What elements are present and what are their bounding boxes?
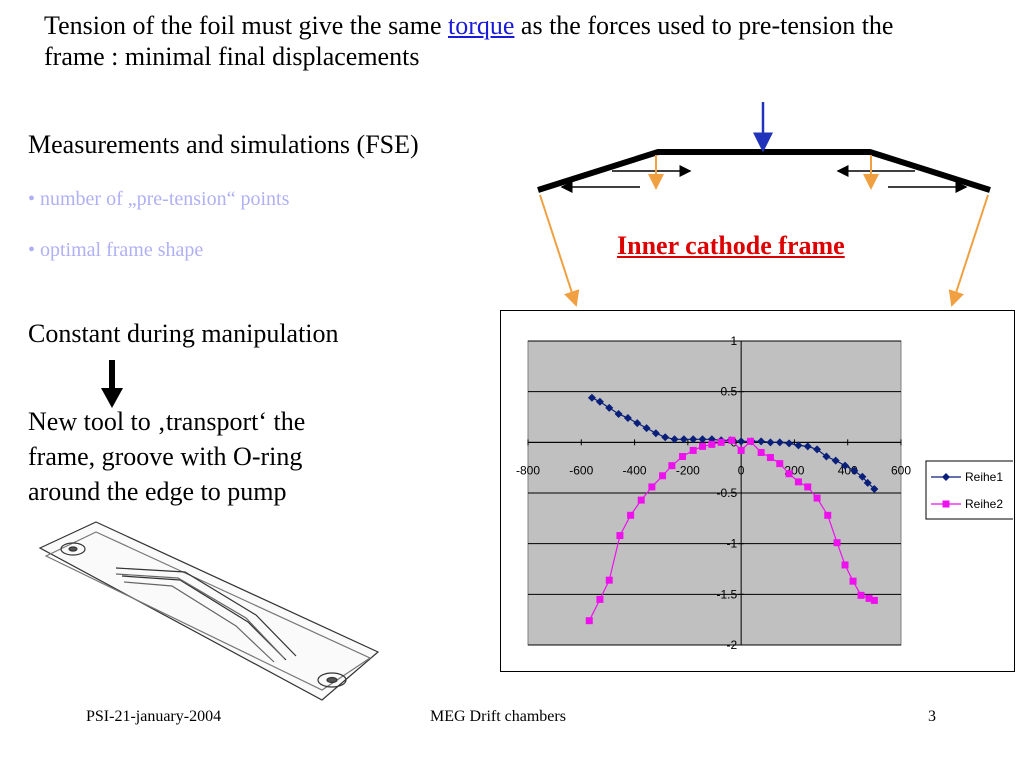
data-point (661, 433, 670, 442)
slide-title: Tension of the foil must give the same t… (44, 10, 944, 72)
data-point (596, 595, 604, 603)
y-tick-label: -1.5 (716, 587, 737, 601)
data-point (651, 429, 660, 438)
data-point (865, 594, 873, 602)
y-tick-label: 1 (730, 334, 737, 348)
data-point (587, 393, 596, 402)
title-text-after: as the forces used to pre-tension the fr… (44, 11, 894, 71)
data-point (605, 403, 614, 412)
data-point (605, 576, 613, 584)
torque-link[interactable]: torque (448, 11, 515, 40)
legend-label: Reihe1 (965, 470, 1003, 484)
data-point (824, 511, 832, 519)
data-point (841, 561, 849, 569)
data-point (642, 424, 651, 433)
data-point (698, 435, 707, 444)
inner-cathode-frame-label: Inner cathode frame (617, 231, 845, 260)
orange-arrow-right-icon (948, 194, 989, 307)
data-point (776, 460, 784, 468)
x-tick-label: 600 (891, 463, 911, 477)
data-point (699, 442, 707, 450)
data-point (831, 456, 840, 465)
data-point (863, 478, 872, 487)
data-point (804, 483, 812, 491)
footer-date: PSI-21-january-2004 (86, 708, 222, 725)
data-point (614, 409, 623, 418)
transport-tool-sketch (38, 521, 380, 701)
data-point (794, 478, 802, 486)
data-point (659, 472, 667, 480)
new-tool-text: New tool to ‚transport‘ the frame, groov… (28, 407, 306, 506)
orange-arrow-left-icon (539, 194, 580, 307)
data-point (679, 435, 688, 444)
y-tick-label: -2 (726, 638, 737, 652)
data-point (833, 539, 841, 547)
data-point (870, 596, 878, 604)
y-tick-label: -1 (726, 537, 737, 551)
down-arrow-icon (101, 360, 123, 408)
bullet-frame-shape: • optimal frame shape (28, 239, 204, 261)
data-point (870, 484, 879, 493)
x-tick-label: -600 (569, 463, 593, 477)
data-point (841, 461, 850, 470)
constant-text: Constant during manipulation (28, 319, 339, 348)
data-point (737, 446, 745, 454)
data-point (849, 577, 857, 585)
data-point (775, 438, 784, 447)
data-point (757, 448, 765, 456)
chart-svg: 10.50-0.5-1-1.5-2-800-600-400-2000200400… (516, 334, 1013, 652)
data-point (637, 496, 645, 504)
data-point (717, 438, 725, 446)
data-point (850, 466, 859, 475)
data-point (766, 438, 775, 447)
data-point (766, 454, 774, 462)
data-point (813, 445, 822, 454)
legend-marker (942, 473, 950, 481)
title-text-before: Tension of the foil must give the same (44, 11, 448, 40)
data-point (794, 441, 803, 450)
x-tick-label: 0 (738, 463, 745, 477)
data-point (627, 511, 635, 519)
data-point (648, 483, 656, 491)
data-point (679, 453, 687, 461)
data-point (689, 446, 697, 454)
data-point (708, 440, 716, 448)
data-point (595, 397, 604, 406)
x-tick-label: -800 (516, 463, 540, 477)
data-point (623, 414, 632, 423)
data-point (785, 470, 793, 478)
data-point (633, 419, 642, 428)
legend-label: Reihe2 (965, 497, 1003, 511)
data-point (803, 442, 812, 451)
data-point (858, 472, 867, 481)
x-tick-label: -200 (676, 463, 700, 477)
y-tick-label: -0.5 (716, 486, 737, 500)
data-point (670, 435, 679, 444)
data-point (616, 532, 624, 540)
data-point (822, 452, 831, 461)
data-point (737, 437, 746, 446)
bullet-pretension-points: • number of „pre-tension“ points (28, 188, 290, 210)
footer-title: MEG Drift chambers (430, 708, 566, 725)
measurements-heading: Measurements and simulations (FSE) (28, 130, 419, 159)
displacement-chart: 10.50-0.5-1-1.5-2-800-600-400-2000200400… (500, 310, 1015, 672)
data-point (857, 591, 865, 599)
y-tick-label: 0.5 (720, 385, 737, 399)
legend-marker (942, 500, 950, 508)
data-point (813, 494, 821, 502)
data-point (689, 435, 698, 444)
frame-shape (537, 149, 991, 193)
data-point (746, 437, 754, 445)
data-point (668, 462, 676, 470)
data-point (585, 617, 593, 625)
legend-box (925, 460, 1013, 520)
page-number: 3 (928, 708, 936, 725)
data-point (728, 436, 736, 444)
x-tick-label: -400 (623, 463, 647, 477)
data-point (785, 439, 794, 448)
data-point (757, 437, 766, 446)
